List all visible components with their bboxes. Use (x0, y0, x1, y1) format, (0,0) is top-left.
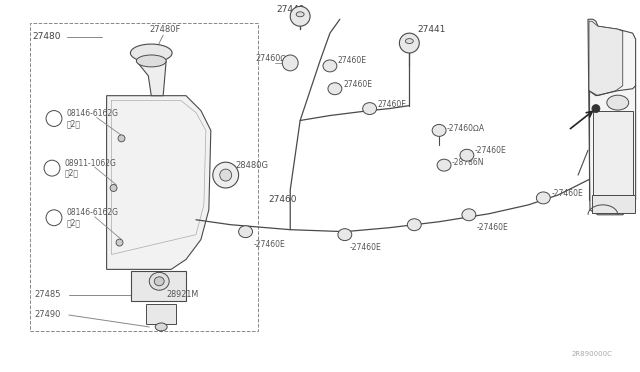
Ellipse shape (328, 83, 342, 95)
Text: 08911-1062G: 08911-1062G (65, 159, 116, 168)
Circle shape (213, 162, 239, 188)
Text: 28921M: 28921M (166, 290, 198, 299)
Ellipse shape (407, 219, 421, 231)
Text: -27460E: -27460E (477, 223, 509, 232)
Text: B: B (51, 114, 56, 123)
Text: 27460: 27460 (268, 195, 297, 204)
Text: 27460E: 27460E (378, 100, 406, 109)
Bar (131, 271, 186, 301)
Text: -27460ΩA: -27460ΩA (447, 124, 485, 133)
Text: 27480F: 27480F (149, 25, 180, 34)
Ellipse shape (607, 95, 628, 110)
Text: -27460E: -27460E (253, 240, 285, 249)
Ellipse shape (462, 209, 476, 221)
Bar (592, 195, 635, 213)
Circle shape (290, 6, 310, 26)
Text: 27485: 27485 (34, 290, 61, 299)
Text: 27440: 27440 (276, 5, 305, 14)
Circle shape (44, 160, 60, 176)
Circle shape (282, 55, 298, 71)
Polygon shape (107, 96, 211, 269)
Text: 27441: 27441 (417, 25, 445, 34)
Text: 2R890000C: 2R890000C (572, 351, 612, 357)
Text: -27460E: -27460E (350, 243, 381, 252)
Ellipse shape (405, 39, 413, 44)
Text: 27480: 27480 (32, 32, 61, 41)
Bar (593, 110, 633, 195)
Text: 27460E: 27460E (344, 80, 373, 89)
Circle shape (220, 169, 232, 181)
Text: B: B (51, 213, 56, 222)
Text: 27460E: 27460E (338, 57, 367, 65)
Ellipse shape (149, 272, 169, 290)
Text: （2）: （2） (65, 169, 79, 177)
Circle shape (46, 110, 62, 126)
Ellipse shape (296, 12, 304, 17)
Text: N: N (49, 164, 55, 173)
Ellipse shape (156, 323, 167, 331)
Text: 08146-6162G: 08146-6162G (67, 109, 119, 118)
Bar (147, 304, 176, 324)
Polygon shape (136, 61, 166, 96)
Ellipse shape (136, 55, 166, 67)
Text: （2）: （2） (67, 119, 81, 128)
Ellipse shape (460, 149, 474, 161)
Text: -27460E: -27460E (551, 189, 583, 198)
Ellipse shape (131, 44, 172, 62)
Text: （2）: （2） (67, 218, 81, 227)
Text: -28786N: -28786N (452, 158, 484, 167)
Text: 27460Ω: 27460Ω (255, 54, 287, 64)
Ellipse shape (323, 60, 337, 72)
Ellipse shape (154, 277, 164, 286)
Polygon shape (588, 19, 636, 215)
Circle shape (592, 105, 600, 113)
Circle shape (110, 185, 117, 192)
Text: -27460E: -27460E (475, 146, 507, 155)
Polygon shape (589, 21, 623, 96)
Text: 27490: 27490 (34, 310, 61, 318)
Ellipse shape (437, 159, 451, 171)
Ellipse shape (363, 103, 376, 115)
Circle shape (46, 210, 62, 226)
Text: 28480G: 28480G (236, 161, 269, 170)
Ellipse shape (536, 192, 550, 204)
Bar (30, 23, 259, 331)
Ellipse shape (432, 125, 446, 137)
Circle shape (116, 239, 123, 246)
Circle shape (399, 33, 419, 53)
Circle shape (118, 135, 125, 142)
Text: 08146-6162G: 08146-6162G (67, 208, 119, 217)
Ellipse shape (239, 226, 253, 238)
Ellipse shape (338, 229, 352, 241)
